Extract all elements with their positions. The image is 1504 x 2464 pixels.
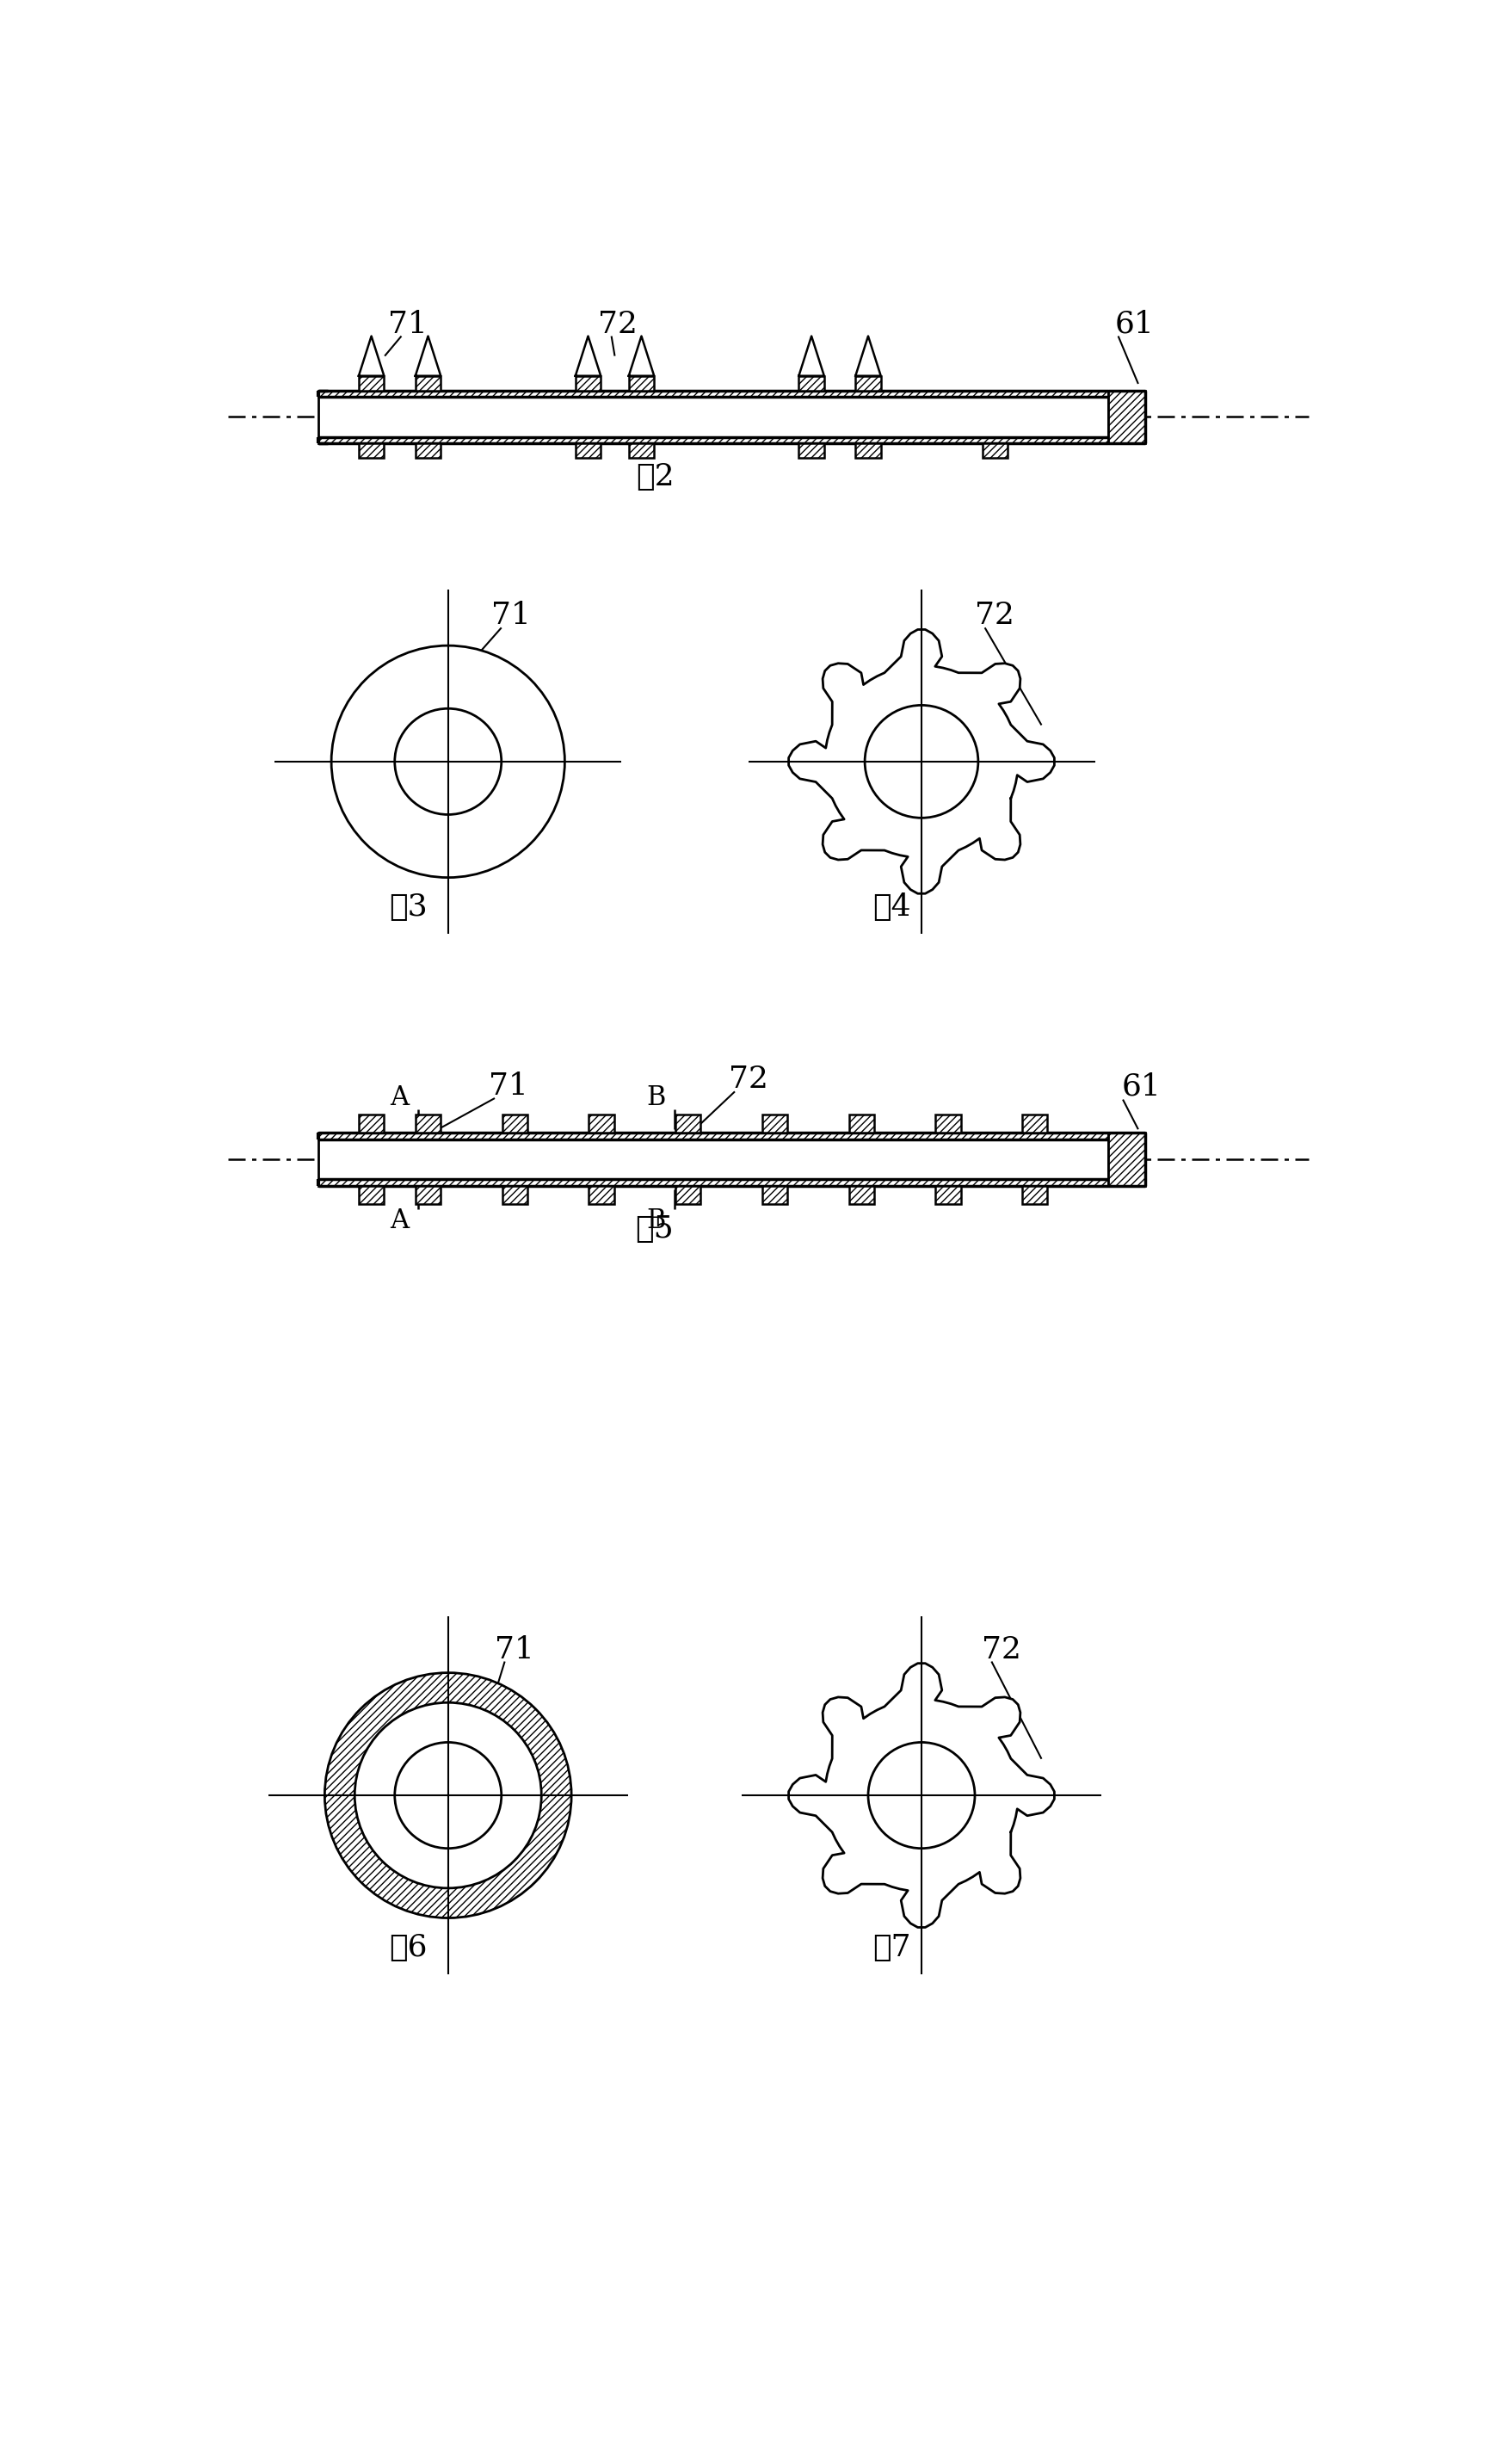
Text: 图3: 图3 bbox=[390, 892, 427, 922]
Bar bbox=[502, 1114, 528, 1133]
Bar bbox=[415, 377, 441, 389]
Bar bbox=[317, 436, 1108, 444]
Circle shape bbox=[331, 646, 566, 877]
Bar bbox=[1023, 1185, 1047, 1205]
Circle shape bbox=[355, 1703, 541, 1887]
Polygon shape bbox=[629, 335, 654, 377]
Bar bbox=[317, 397, 1108, 436]
Polygon shape bbox=[799, 335, 824, 377]
Bar bbox=[1108, 1133, 1145, 1185]
Text: 72: 72 bbox=[982, 1636, 1021, 1663]
Circle shape bbox=[865, 705, 978, 818]
Bar bbox=[1108, 389, 1145, 444]
Text: A: A bbox=[390, 1084, 409, 1111]
Text: B: B bbox=[647, 1084, 666, 1111]
Circle shape bbox=[394, 1742, 501, 1848]
Bar bbox=[799, 377, 824, 389]
Bar bbox=[576, 377, 600, 389]
Text: A: A bbox=[390, 1207, 409, 1234]
Polygon shape bbox=[576, 335, 600, 377]
Bar bbox=[359, 444, 384, 458]
Text: 图6: 图6 bbox=[390, 1934, 427, 1961]
Polygon shape bbox=[359, 335, 384, 377]
Bar bbox=[982, 444, 1008, 458]
Bar bbox=[359, 377, 384, 389]
Bar bbox=[317, 1138, 1108, 1180]
Text: B: B bbox=[647, 1207, 666, 1234]
Bar bbox=[848, 1114, 874, 1133]
Text: 图5: 图5 bbox=[636, 1215, 674, 1244]
Text: 71: 71 bbox=[492, 601, 531, 631]
Text: 71: 71 bbox=[495, 1636, 534, 1663]
Circle shape bbox=[394, 710, 501, 816]
Bar bbox=[415, 444, 441, 458]
Text: 图7: 图7 bbox=[872, 1934, 910, 1961]
Bar bbox=[935, 1185, 961, 1205]
Polygon shape bbox=[415, 335, 441, 377]
Text: 72: 72 bbox=[599, 310, 638, 340]
Bar bbox=[415, 1114, 441, 1133]
Polygon shape bbox=[788, 1663, 1054, 1927]
Bar bbox=[629, 377, 654, 389]
Bar bbox=[856, 444, 881, 458]
Bar bbox=[675, 1185, 701, 1205]
Text: 61: 61 bbox=[1122, 1072, 1161, 1101]
Polygon shape bbox=[788, 628, 1054, 894]
Bar bbox=[935, 1114, 961, 1133]
Bar bbox=[317, 1133, 1108, 1138]
Text: 61: 61 bbox=[1114, 310, 1155, 340]
Bar bbox=[415, 1185, 441, 1205]
Bar bbox=[848, 1185, 874, 1205]
Text: 图2: 图2 bbox=[636, 461, 674, 490]
Circle shape bbox=[325, 1673, 572, 1917]
Bar bbox=[359, 1185, 384, 1205]
Bar bbox=[317, 389, 1108, 397]
Bar bbox=[502, 1185, 528, 1205]
Bar bbox=[1023, 1114, 1047, 1133]
Bar bbox=[763, 1114, 788, 1133]
Text: 71: 71 bbox=[388, 310, 427, 340]
Polygon shape bbox=[856, 335, 881, 377]
Text: 72: 72 bbox=[728, 1064, 769, 1094]
Bar bbox=[799, 444, 824, 458]
Text: 71: 71 bbox=[489, 1072, 528, 1101]
Bar bbox=[576, 444, 600, 458]
Bar bbox=[675, 1114, 701, 1133]
Text: 72: 72 bbox=[975, 601, 1015, 631]
Bar bbox=[317, 1180, 1108, 1185]
Bar bbox=[359, 1114, 384, 1133]
Bar bbox=[856, 377, 881, 389]
Bar bbox=[588, 1185, 614, 1205]
Text: 图4: 图4 bbox=[872, 892, 911, 922]
Bar bbox=[629, 444, 654, 458]
Circle shape bbox=[868, 1742, 975, 1848]
Bar bbox=[763, 1185, 788, 1205]
Bar bbox=[588, 1114, 614, 1133]
